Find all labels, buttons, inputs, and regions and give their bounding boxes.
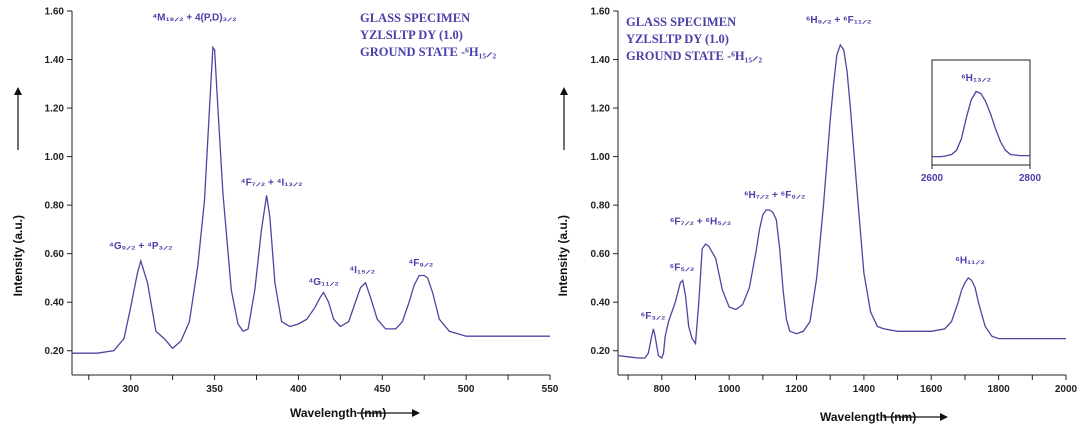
y-tick-label: 1.60 — [45, 7, 65, 18]
peak-annotation: ⁴G₁₁⸝₂ — [308, 277, 338, 288]
y-tick-label: 1.00 — [45, 152, 65, 163]
x-tick-label: 1600 — [920, 384, 943, 395]
chart-panel-1: 0.20 0.40 0.60 0.80 1.00 1.20 1.40 1.60 300 350 40… — [11, 7, 559, 421]
y-arrow-head — [560, 87, 568, 95]
peak-annotation: ⁶H₇⸝₂ + ⁶F₉⸝₂ — [744, 190, 805, 201]
info-line: YZLSLTP DY (1.0) — [626, 32, 729, 46]
peak-annotation: ⁶H₉⸝₂ + ⁶F₁₁⸝₂ — [806, 15, 872, 26]
x-tick-label: 450 — [374, 384, 391, 395]
peak-annotation: ⁶H₁₁⸝₂ — [955, 255, 985, 266]
inset-x-tick-label: 2600 — [921, 173, 944, 184]
y-axis-label: Intensity (a.u.) — [556, 215, 570, 296]
x-tick-label: 1200 — [785, 384, 808, 395]
info-line: GLASS SPECIMEN — [360, 11, 470, 25]
y-tick-label: 0.40 — [45, 298, 65, 309]
peak-annotation: ⁶F₅⸝₂ — [670, 263, 695, 274]
chart-panel-2: 0.20 0.40 0.60 0.80 1.00 1.20 1.40 1.60 800 1000 1… — [556, 7, 1078, 425]
inset-series-line — [932, 90, 1030, 158]
x-tick-label: 2000 — [1055, 384, 1078, 395]
x-axis-label: Wavelength (nm) — [290, 406, 386, 420]
y-tick-label: 1.00 — [591, 152, 611, 163]
y-tick-label: 0.60 — [45, 249, 65, 260]
info-line: GLASS SPECIMEN — [626, 15, 736, 29]
x-tick-label: 1800 — [988, 384, 1011, 395]
x-tick-label: 400 — [290, 384, 307, 395]
x-arrow-head — [412, 409, 420, 417]
y-tick-label: 1.20 — [45, 104, 65, 115]
peak-annotation: ⁴M₁₉⸝₂ + 4(P,D)₃⸝₂ — [152, 13, 236, 24]
x-tick-label: 350 — [206, 384, 223, 395]
peak-annotation: ⁴F₉⸝₂ — [408, 258, 433, 269]
x-axis-label: Wavelength (nm) — [820, 410, 916, 424]
y-arrow-head — [14, 87, 22, 95]
y-tick-label: 1.60 — [591, 7, 611, 18]
x-tick-label: 1400 — [853, 384, 876, 395]
info-line: YZLSLTP DY (1.0) — [360, 28, 463, 42]
inset-x-tick-label: 2800 — [1019, 173, 1042, 184]
x-tick-label: 800 — [653, 384, 670, 395]
info-line: GROUND STATE -⁶H₁₅⸝₂ — [360, 45, 496, 59]
info-line: GROUND STATE -⁶H₁₅⸝₂ — [626, 49, 762, 63]
y-tick-label: 1.40 — [591, 55, 611, 66]
series-line-1 — [617, 43, 1066, 360]
inset-panel: ⁶H₁₃⸝₂ 2600 2800 — [921, 59, 1042, 184]
y-axis-label: Intensity (a.u.) — [11, 215, 25, 296]
y-tick-label: 0.40 — [591, 298, 611, 309]
y-tick-label: 0.80 — [45, 201, 65, 212]
peak-annotation: ⁴F₇⸝₂ + ⁴I₁₃⸝₂ — [241, 178, 303, 189]
peak-annotation: ⁶F₃⸝₂ — [641, 311, 666, 322]
y-tick-label: 0.60 — [591, 249, 611, 260]
inset-frame — [931, 59, 1031, 166]
y-tick-label: 0.20 — [45, 346, 65, 357]
y-tick-label: 1.20 — [591, 104, 611, 115]
x-tick-label: 300 — [122, 384, 139, 395]
peak-annotation: ⁴G₉⸝₂ + ⁴P₃⸝₂ — [109, 241, 173, 252]
y-tick-label: 0.20 — [591, 346, 611, 357]
peak-annotation: ⁶F₇⸝₂ + ⁶H₅⸝₂ — [670, 217, 731, 228]
x-tick-label: 550 — [542, 384, 559, 395]
series-line-1 — [72, 45, 550, 354]
x-tick-label: 500 — [458, 384, 475, 395]
peak-annotation: ⁴I₁₅⸝₂ — [349, 265, 375, 276]
y-tick-label: 1.40 — [45, 55, 65, 66]
x-tick-label: 1000 — [718, 384, 741, 395]
x-arrow-head — [940, 413, 948, 421]
inset-annotation: ⁶H₁₃⸝₂ — [961, 73, 991, 84]
y-tick-label: 0.80 — [591, 201, 611, 212]
